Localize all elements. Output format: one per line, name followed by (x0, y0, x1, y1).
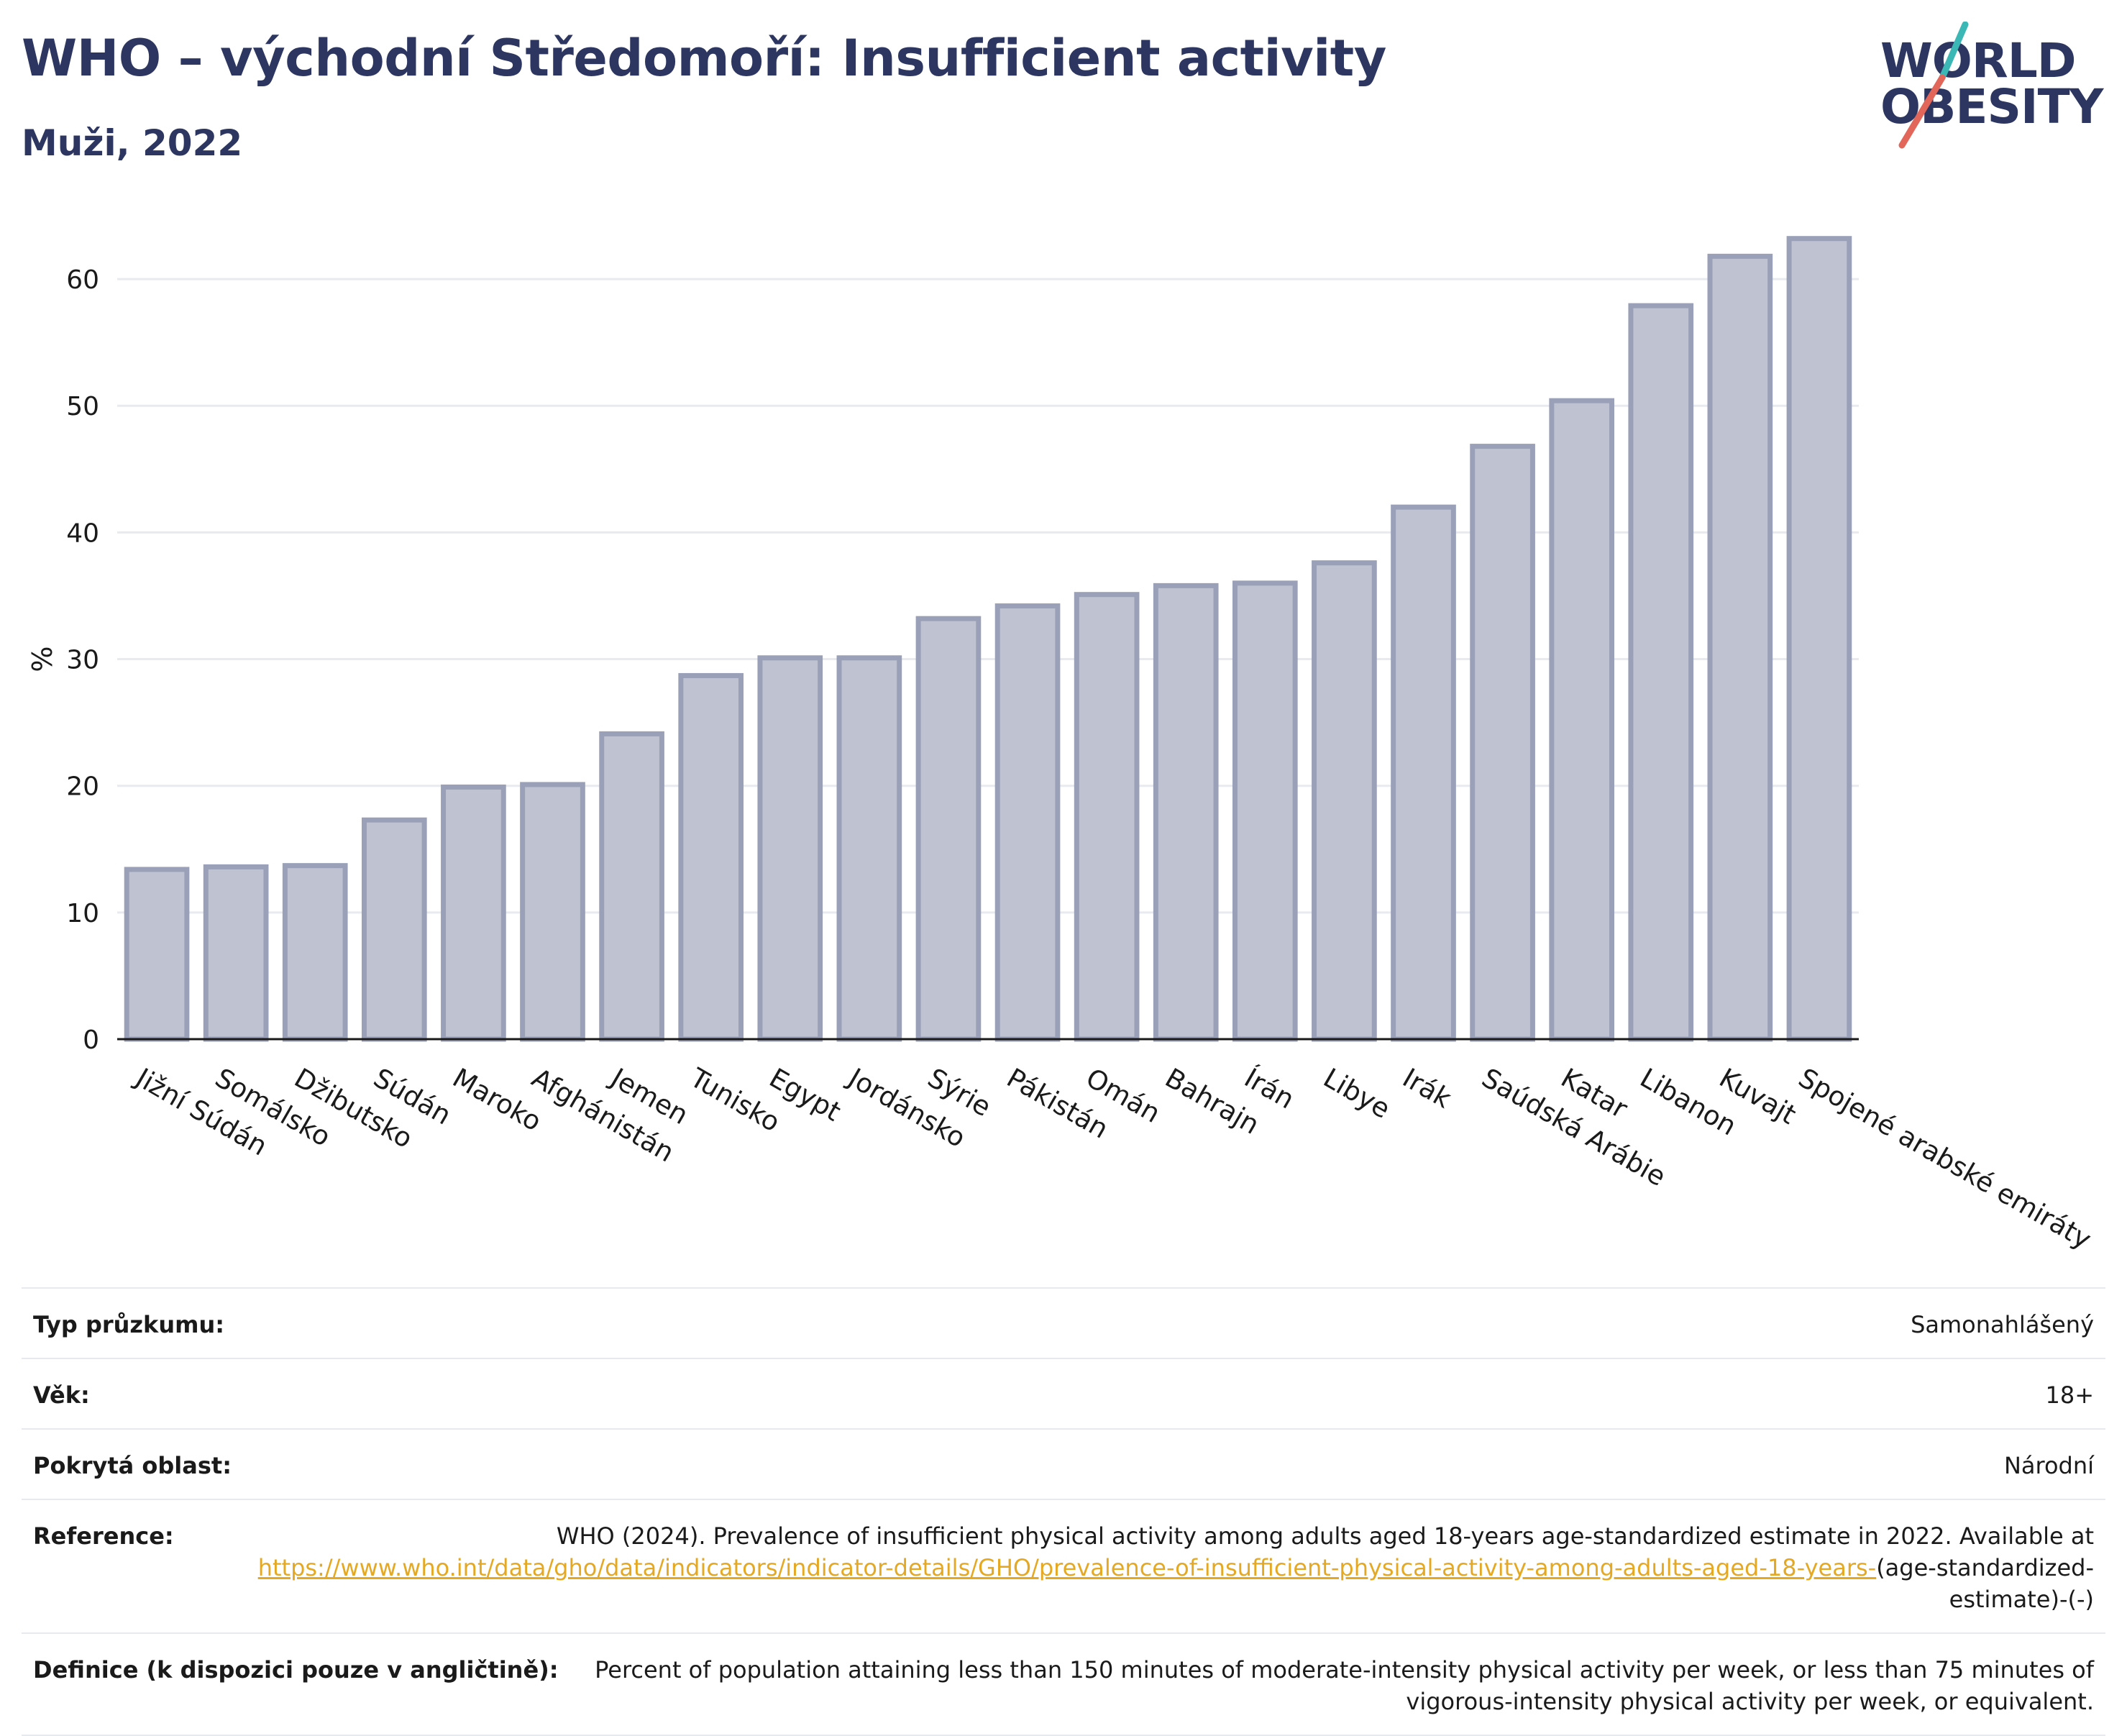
bar-20 (1628, 303, 1694, 1042)
y-tick-label: 0 (83, 1025, 99, 1055)
age-value: 18+ (2045, 1381, 2094, 1409)
bar-10 (836, 655, 902, 1042)
bar-18 (1470, 444, 1535, 1042)
y-tick-label: 20 (66, 772, 99, 802)
bar-21 (1707, 253, 1773, 1042)
definition-label: Definice (k dispozici pouze v angličtině… (33, 1656, 559, 1684)
x-tick-label: Spojené arabské emiráty (1793, 1062, 2097, 1255)
survey-type-value: Samonahlášený (1911, 1311, 2094, 1338)
area-label: Pokrytá oblast: (33, 1452, 232, 1479)
y-tick-label: 50 (66, 392, 99, 421)
bar-4 (361, 817, 427, 1042)
x-tick-label: Tunisko (685, 1062, 785, 1138)
age-label: Věk: (33, 1381, 90, 1409)
info-row-survey-type: Typ průzkumu: Samonahlášený (22, 1287, 2105, 1358)
bar-17 (1391, 504, 1456, 1042)
reference-text: WHO (2024). Prevalence of insufficient p… (556, 1522, 2094, 1550)
page-subtitle: Muži, 2022 (22, 122, 243, 164)
y-tick-label: 60 (66, 265, 99, 295)
info-row-area: Pokrytá oblast: Národní (22, 1428, 2105, 1499)
area-value: Národní (2003, 1452, 2094, 1479)
bar-22 (1786, 236, 1852, 1042)
bar-5 (441, 784, 506, 1042)
bar-1 (124, 867, 190, 1042)
bar-9 (757, 655, 823, 1042)
info-row-reference: Reference: WHO (2024). Prevalence of ins… (22, 1499, 2105, 1632)
logo-line1: WORLD (1880, 33, 2077, 88)
reference-suffix: (age-standardized-estimate)-(-) (1876, 1554, 2094, 1613)
survey-type-label: Typ průzkumu: (33, 1311, 225, 1338)
page-title: WHO – východní Středomoří: Insufficient … (22, 29, 1386, 88)
x-tick-label: Irák (1397, 1062, 1457, 1115)
y-tick-label: 40 (66, 518, 99, 548)
bar-8 (678, 672, 744, 1042)
info-table: Typ průzkumu: Samonahlášený Věk: 18+ Pok… (22, 1287, 2105, 1736)
bar-11 (915, 616, 982, 1042)
x-tick-label: Libye (1318, 1062, 1395, 1125)
reference-label: Reference: (33, 1522, 174, 1550)
bar-6 (520, 782, 585, 1042)
logo-slash-icon (1898, 22, 1969, 149)
definition-value: Percent of population attaining less tha… (595, 1656, 2094, 1715)
bar-15 (1232, 580, 1298, 1042)
bar-2 (203, 864, 269, 1042)
y-axis-label: % (27, 646, 58, 672)
bar-13 (1074, 592, 1140, 1042)
y-tick-label: 30 (66, 646, 99, 675)
bars (124, 236, 1852, 1042)
bar-3 (282, 863, 348, 1042)
bar-12 (994, 603, 1061, 1042)
info-row-definition: Definice (k dispozici pouze v angličtině… (22, 1632, 2105, 1736)
world-obesity-logo: WORLD OBESITY (1880, 22, 2118, 158)
reference-value: WHO (2024). Prevalence of insufficient p… (203, 1520, 2094, 1615)
bar-16 (1312, 560, 1377, 1042)
x-tick-label: Maroko (447, 1062, 546, 1137)
reference-link[interactable]: https://www.who.int/data/gho/data/indica… (257, 1554, 1877, 1581)
y-tick-label: 10 (66, 899, 99, 928)
bar-14 (1153, 583, 1219, 1042)
bar-19 (1549, 398, 1615, 1042)
info-row-age: Věk: 18+ (22, 1358, 2105, 1428)
bar-7 (599, 731, 664, 1042)
